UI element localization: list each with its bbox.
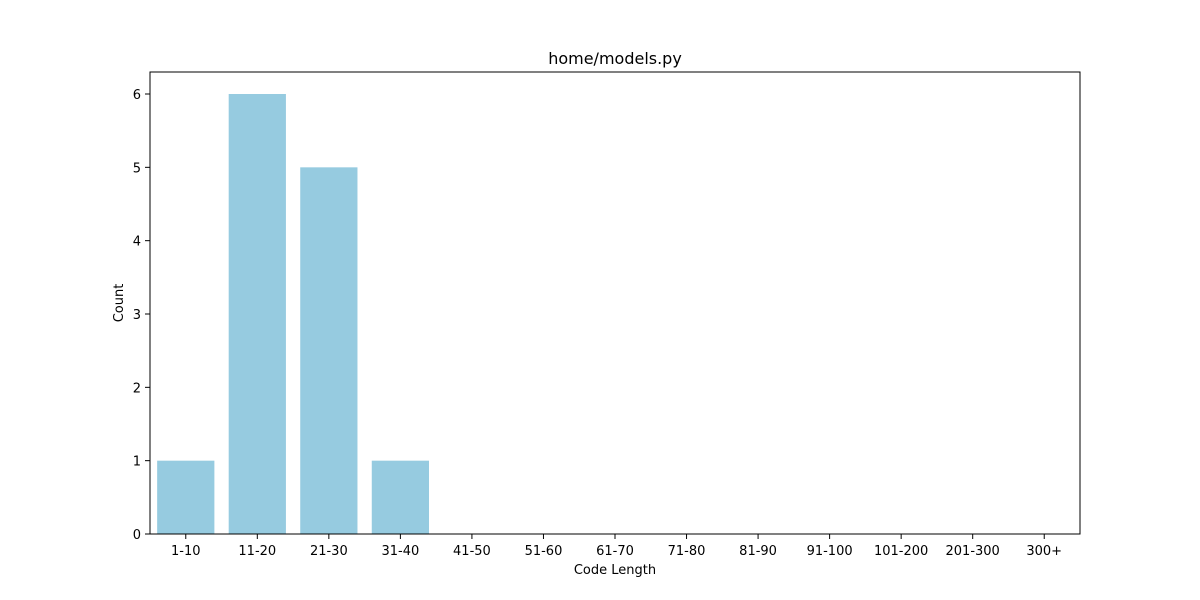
bars-group: [157, 94, 429, 535]
x-tick-label: 300+: [1026, 544, 1062, 559]
bar-31-40: [371, 460, 429, 534]
x-axis-label: Code Length: [574, 563, 656, 578]
y-tick-label: 0: [133, 528, 141, 543]
y-tick-label: 2: [133, 381, 141, 396]
y-tick-label: 5: [133, 161, 141, 176]
x-tick-label: 31-40: [381, 544, 419, 559]
x-tick-label: 11-20: [238, 544, 276, 559]
bar-1-10: [157, 460, 215, 534]
x-tick-label: 101-200: [874, 544, 928, 559]
bar-21-30: [300, 167, 358, 535]
x-tick-label: 81-90: [739, 544, 777, 559]
x-tick-label: 51-60: [525, 544, 563, 559]
bar-11-20: [228, 94, 286, 534]
y-tick-label: 4: [133, 235, 141, 250]
x-axis-ticks: 1-10 11-20 21-30 31-40 41-50 51-60 61-70 71-80 8…: [171, 534, 1062, 559]
x-tick-label: 71-80: [668, 544, 706, 559]
plot-frame: [149, 71, 1081, 535]
y-tick-label: 1: [133, 455, 141, 470]
x-tick-label: 91-100: [807, 544, 853, 559]
x-tick-label: 61-70: [596, 544, 634, 559]
y-axis-label: Count: [112, 284, 127, 323]
x-tick-label: 201-300: [946, 544, 1000, 559]
y-axis-ticks: 0 1 2 3 4 5 6: [133, 88, 150, 543]
x-tick-label: 41-50: [453, 544, 491, 559]
y-tick-label: 6: [133, 88, 141, 103]
y-tick-label: 3: [133, 308, 141, 323]
x-tick-label: 1-10: [171, 544, 201, 559]
chart-title: home/models.py: [548, 49, 682, 68]
x-tick-label: 21-30: [310, 544, 348, 559]
